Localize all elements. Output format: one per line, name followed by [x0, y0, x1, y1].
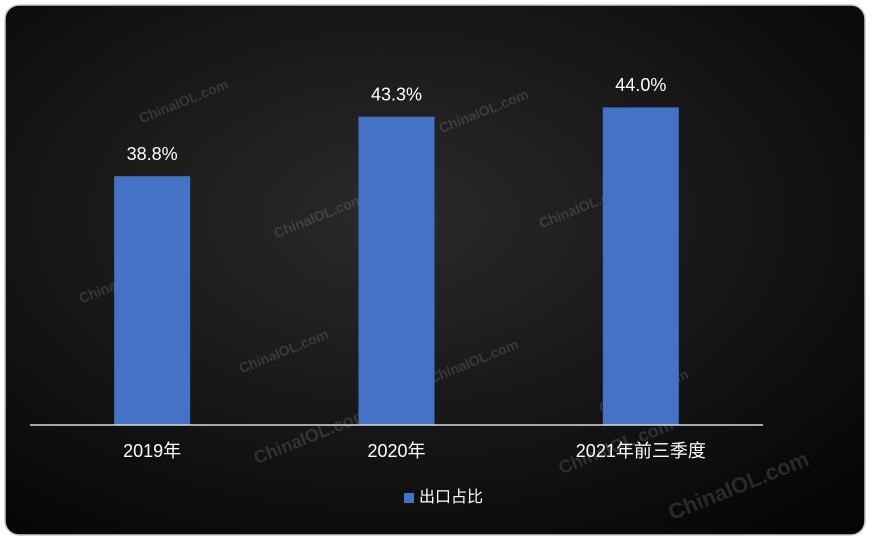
- x-tick-label: 2020年: [367, 441, 425, 461]
- bar: [602, 107, 679, 426]
- bar: [114, 176, 191, 425]
- bar: [358, 116, 435, 425]
- data-label: 38.8%: [127, 144, 178, 164]
- x-tick-label: 2019年: [123, 441, 181, 461]
- data-label: 44.0%: [615, 75, 666, 95]
- data-label: 43.3%: [371, 84, 422, 104]
- legend-label: 出口占比: [419, 488, 483, 506]
- x-tick-label: 2021年前三季度: [576, 441, 706, 461]
- legend-swatch: [404, 493, 414, 503]
